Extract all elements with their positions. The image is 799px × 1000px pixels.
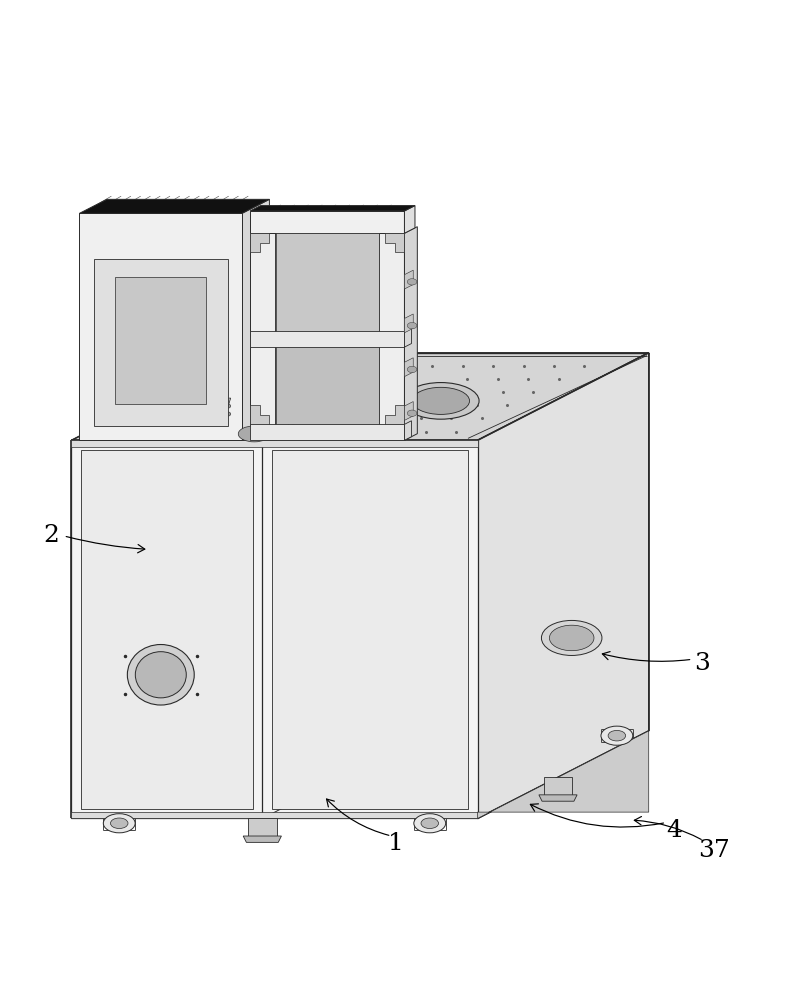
Polygon shape [71, 812, 478, 818]
FancyArrowPatch shape [602, 652, 690, 661]
Polygon shape [115, 277, 206, 404]
Text: 4: 4 [666, 819, 682, 842]
Polygon shape [404, 227, 417, 440]
Ellipse shape [110, 818, 128, 829]
Polygon shape [272, 450, 468, 809]
Ellipse shape [135, 652, 186, 698]
FancyArrowPatch shape [634, 817, 702, 839]
Ellipse shape [407, 366, 417, 373]
Polygon shape [119, 398, 167, 411]
Ellipse shape [191, 412, 199, 416]
Ellipse shape [414, 814, 446, 833]
Polygon shape [81, 450, 252, 809]
Polygon shape [404, 421, 411, 440]
Polygon shape [71, 440, 478, 447]
Polygon shape [232, 428, 276, 440]
Polygon shape [115, 412, 163, 425]
Polygon shape [250, 331, 404, 347]
Ellipse shape [238, 426, 270, 442]
Polygon shape [404, 314, 413, 333]
Polygon shape [93, 259, 228, 426]
Polygon shape [79, 199, 269, 213]
Ellipse shape [403, 383, 479, 419]
Polygon shape [243, 836, 281, 842]
Text: 1: 1 [388, 832, 403, 855]
Ellipse shape [608, 730, 626, 741]
Polygon shape [404, 402, 413, 420]
Polygon shape [276, 347, 379, 424]
Ellipse shape [95, 404, 103, 408]
Ellipse shape [103, 814, 135, 833]
Polygon shape [241, 367, 267, 387]
Polygon shape [385, 233, 404, 252]
Ellipse shape [191, 404, 199, 408]
Polygon shape [241, 346, 267, 367]
Ellipse shape [550, 625, 594, 651]
Ellipse shape [127, 404, 135, 408]
Polygon shape [183, 398, 231, 411]
Polygon shape [83, 416, 225, 420]
Ellipse shape [407, 410, 417, 416]
Ellipse shape [159, 404, 167, 408]
Ellipse shape [412, 387, 470, 414]
Polygon shape [71, 353, 649, 440]
Polygon shape [404, 328, 411, 347]
Polygon shape [539, 795, 577, 801]
Polygon shape [242, 199, 269, 440]
Text: 37: 37 [698, 839, 729, 862]
FancyArrowPatch shape [327, 799, 389, 835]
FancyArrowPatch shape [531, 804, 663, 827]
Ellipse shape [407, 279, 417, 285]
Polygon shape [248, 818, 276, 836]
Polygon shape [276, 233, 379, 331]
Ellipse shape [95, 412, 103, 416]
Polygon shape [404, 270, 413, 289]
Polygon shape [241, 325, 267, 346]
Polygon shape [276, 227, 288, 440]
Ellipse shape [601, 726, 633, 745]
Ellipse shape [223, 412, 231, 416]
Polygon shape [241, 305, 267, 325]
Polygon shape [379, 233, 404, 440]
Polygon shape [478, 731, 649, 818]
Polygon shape [241, 387, 267, 408]
Polygon shape [179, 412, 227, 425]
Text: 2: 2 [43, 524, 58, 547]
Polygon shape [241, 408, 267, 428]
Polygon shape [404, 206, 415, 233]
Polygon shape [404, 358, 413, 377]
Ellipse shape [223, 404, 231, 408]
Polygon shape [71, 440, 478, 818]
Polygon shape [250, 424, 404, 440]
Ellipse shape [421, 818, 439, 829]
Polygon shape [250, 233, 269, 252]
Polygon shape [478, 353, 649, 818]
Polygon shape [83, 401, 225, 406]
Polygon shape [250, 233, 276, 440]
FancyArrowPatch shape [66, 537, 145, 553]
Polygon shape [250, 211, 404, 233]
Polygon shape [250, 206, 415, 211]
Ellipse shape [407, 322, 417, 329]
Polygon shape [79, 213, 242, 440]
Ellipse shape [542, 620, 602, 655]
Polygon shape [250, 405, 269, 424]
Ellipse shape [159, 412, 167, 416]
Polygon shape [385, 405, 404, 424]
Text: 3: 3 [694, 652, 710, 675]
Ellipse shape [127, 645, 194, 705]
Ellipse shape [127, 412, 135, 416]
Polygon shape [543, 777, 572, 795]
